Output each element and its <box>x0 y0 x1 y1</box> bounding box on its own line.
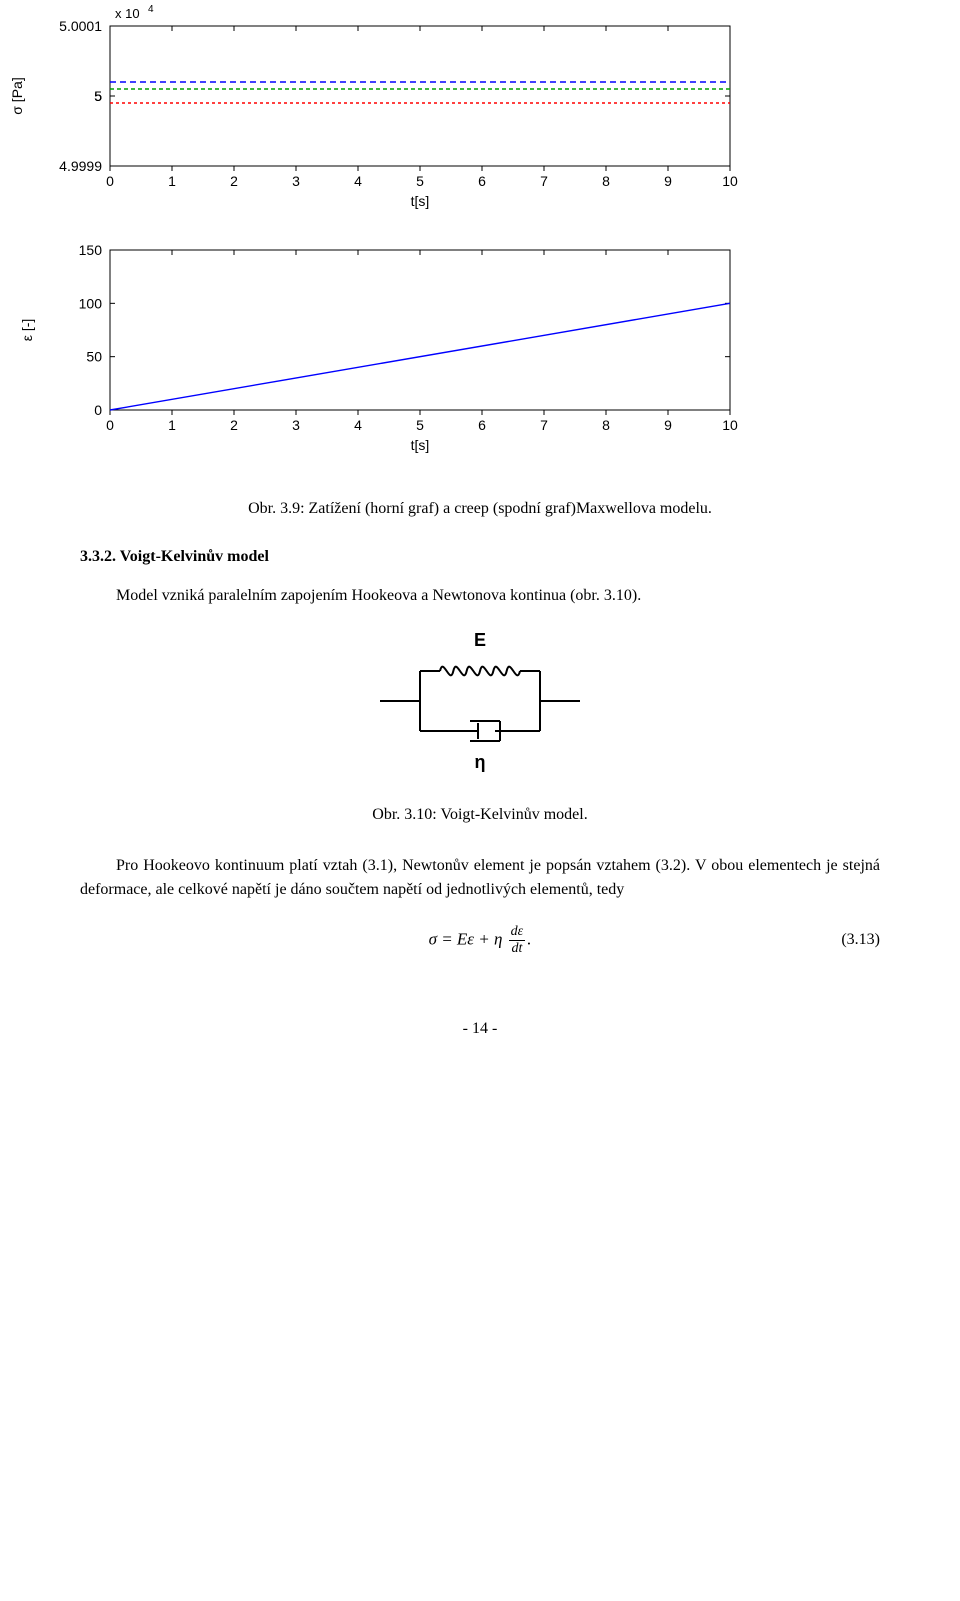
equation-3-13-row: σ = Eε + η dε dt . (3.13) <box>80 920 880 960</box>
svg-text:2: 2 <box>230 417 238 433</box>
svg-text:η: η <box>475 752 486 772</box>
svg-text:4: 4 <box>354 417 362 433</box>
svg-text:3: 3 <box>292 417 300 433</box>
svg-text:0: 0 <box>106 173 114 189</box>
figure-caption-3-9: Obr. 3.9: Zatížení (horní graf) a creep … <box>80 500 880 518</box>
svg-text:4: 4 <box>354 173 362 189</box>
svg-text:t[s]: t[s] <box>411 437 430 453</box>
svg-text:150: 150 <box>79 242 103 258</box>
paragraph-model-intro: Model vzniká paralelním zapojením Hookeo… <box>80 584 880 608</box>
svg-text:100: 100 <box>79 295 103 311</box>
page-number: - 14 - <box>80 1020 880 1038</box>
voigt-kelvin-diagram: Eη <box>370 626 590 776</box>
paragraph-hooke: Pro Hookeovo kontinuum platí vztah (3.1)… <box>80 854 880 902</box>
svg-text:7: 7 <box>540 417 548 433</box>
svg-text:9: 9 <box>664 173 672 189</box>
svg-text:6: 6 <box>478 173 486 189</box>
svg-text:3: 3 <box>292 173 300 189</box>
chart-sigma: 0123456789104.99995555.0001t[s]σ [Pa]x 1… <box>0 0 960 220</box>
svg-text:10: 10 <box>722 173 738 189</box>
svg-text:E: E <box>474 630 486 650</box>
svg-text:50: 50 <box>86 349 102 365</box>
chart-epsilon-svg: 012345678910050100150t[s]ε [-] <box>0 230 760 470</box>
eq-frac-den: dt <box>509 941 526 956</box>
svg-text:9: 9 <box>664 417 672 433</box>
eq-tail: . <box>527 929 531 948</box>
equation-number: (3.13) <box>841 931 880 949</box>
svg-text:4: 4 <box>148 4 154 15</box>
figure-caption-3-10: Obr. 3.10: Voigt-Kelvinův model. <box>80 806 880 824</box>
svg-text:8: 8 <box>602 417 610 433</box>
chart-sigma-svg: 0123456789104.99995555.0001t[s]σ [Pa]x 1… <box>0 0 760 220</box>
equation-3-13: σ = Eε + η dε dt . <box>429 925 532 956</box>
svg-text:0: 0 <box>106 417 114 433</box>
chart-epsilon: 012345678910050100150t[s]ε [-] <box>0 230 960 470</box>
svg-text:4.9999: 4.9999 <box>59 158 102 174</box>
svg-text:8: 8 <box>602 173 610 189</box>
svg-text:σ [Pa]: σ [Pa] <box>9 77 25 114</box>
svg-text:1: 1 <box>168 173 176 189</box>
svg-text:1: 1 <box>168 417 176 433</box>
svg-text:t[s]: t[s] <box>411 193 430 209</box>
svg-text:6: 6 <box>478 417 486 433</box>
svg-text:ε [-]: ε [-] <box>19 319 35 342</box>
svg-text:7: 7 <box>540 173 548 189</box>
svg-text:5: 5 <box>416 173 424 189</box>
svg-text:5: 5 <box>416 417 424 433</box>
svg-text:5.0001: 5.0001 <box>59 18 102 34</box>
svg-text:10: 10 <box>722 417 738 433</box>
svg-text:5: 5 <box>94 88 102 104</box>
svg-text:0: 0 <box>94 402 102 418</box>
svg-text:2: 2 <box>230 173 238 189</box>
eq-lhs: σ = Eε + η <box>429 929 503 948</box>
section-heading-3-3-2: 3.3.2. Voigt-Kelvinův model <box>80 548 880 566</box>
eq-fraction: dε dt <box>509 925 526 956</box>
svg-text:x 10: x 10 <box>115 6 140 21</box>
eq-frac-num: dε <box>509 925 526 941</box>
